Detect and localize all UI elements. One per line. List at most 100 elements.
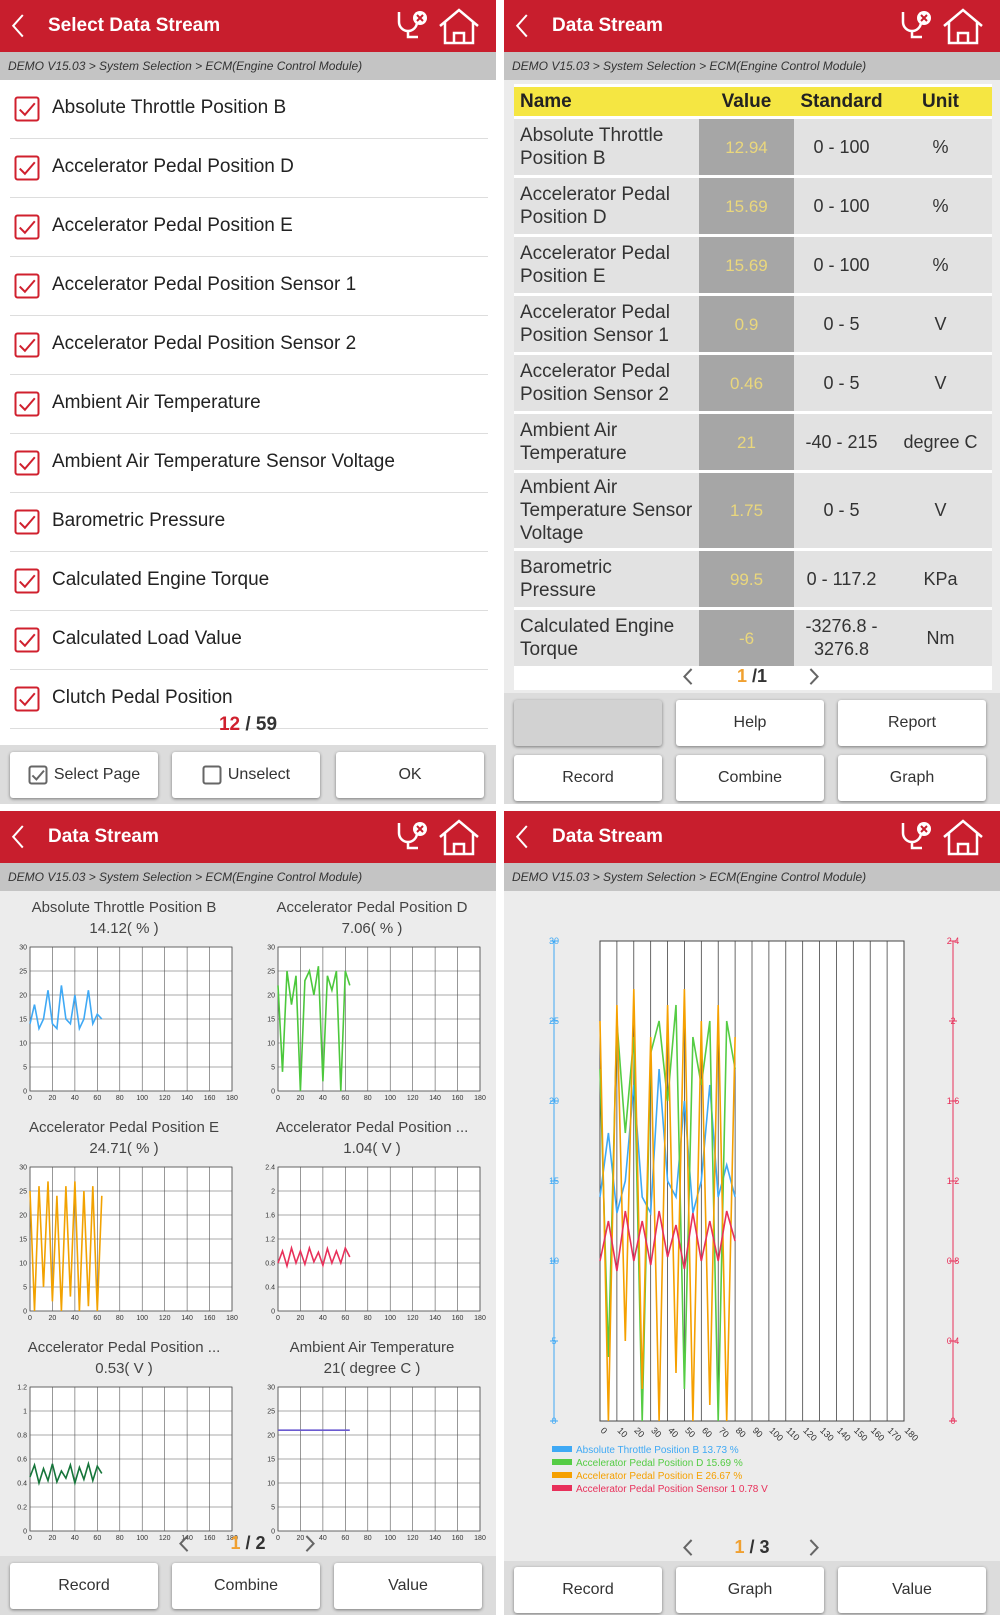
button[interactable]: Combine: [676, 755, 824, 801]
mini-chart: 0 20 40 60 80 100 120 140 160 180 0 5 10 15 20 25 30: [267, 1385, 486, 1543]
column-header: Name: [514, 87, 699, 116]
button[interactable]: OK: [336, 752, 484, 798]
button[interactable]: Help: [676, 700, 824, 746]
checkbox-box: [14, 273, 40, 299]
table-row[interactable]: Ambient Air Temperature Sensor Voltage 1.…: [514, 473, 992, 548]
list-item[interactable]: Calculated Engine Torque: [10, 552, 488, 611]
check-mark: [19, 102, 36, 117]
back-arrow[interactable]: [514, 824, 530, 850]
checkbox-checked[interactable]: [14, 214, 40, 240]
button[interactable]: Record: [10, 1563, 158, 1609]
check-mark: [19, 456, 36, 471]
back-arrow[interactable]: [682, 1538, 694, 1557]
button[interactable]: Value: [334, 1563, 482, 1609]
table-row[interactable]: Barometric Pressure 99.5 0 - 117.2 KPa: [514, 551, 992, 607]
checkbox-checked[interactable]: [14, 627, 40, 653]
list-item[interactable]: Accelerator Pedal Position D: [10, 139, 488, 198]
breadcrumb: DEMO V15.03 > System Selection > ECM(Eng…: [504, 863, 1000, 891]
x-tick-label: 140: [429, 1315, 441, 1322]
list-item[interactable]: Accelerator Pedal Position Sensor 2: [10, 316, 488, 375]
table-row[interactable]: Accelerator Pedal Position Sensor 1 0.9 0 …: [514, 296, 992, 352]
table-row[interactable]: Absolute Throttle Position B 12.94 0 - 100…: [514, 119, 992, 175]
button[interactable]: Select Page: [10, 752, 158, 798]
list-item[interactable]: Accelerator Pedal Position Sensor 1: [10, 257, 488, 316]
x-tick-label: 20: [632, 1425, 646, 1439]
checkbox-checked[interactable]: [14, 568, 40, 594]
blank-button[interactable]: [514, 700, 662, 746]
checkbox[interactable]: [202, 765, 222, 785]
check-mark: [19, 220, 36, 235]
x-tick-label: 180: [474, 1095, 486, 1102]
y2-tick-label: 0.8: [947, 1256, 960, 1266]
button[interactable]: Unselect: [172, 752, 320, 798]
list-item[interactable]: Ambient Air Temperature: [10, 375, 488, 434]
chart-name: Accelerator Pedal Position ...: [27, 1339, 221, 1356]
checkbox-checked[interactable]: [14, 509, 40, 535]
list-item[interactable]: Barometric Pressure: [10, 493, 488, 552]
x-tick-label: 120: [801, 1425, 819, 1443]
back-arrow[interactable]: [10, 13, 26, 39]
table-row[interactable]: Accelerator Pedal Position Sensor 2 0.46 0…: [514, 355, 992, 411]
x-tick-label: 110: [784, 1425, 801, 1442]
header-icons[interactable]: [898, 817, 988, 857]
standard-cell: -3276.8 - 3276.8: [794, 610, 889, 666]
x-tick-label: 0: [276, 1095, 280, 1102]
header-icons[interactable]: [898, 6, 988, 46]
list-item[interactable]: Accelerator Pedal Position E: [10, 198, 488, 257]
standard-cell: 0 - 5: [794, 473, 889, 548]
standard-cell: -40 - 215: [794, 414, 889, 470]
back-arrow[interactable]: [178, 1534, 190, 1553]
checkbox-checked[interactable]: [14, 96, 40, 122]
checkbox-checked[interactable]: [14, 155, 40, 181]
x-tick-label: 150: [852, 1425, 870, 1443]
button[interactable]: Record: [514, 1567, 662, 1613]
page-total: /1: [752, 666, 768, 686]
button[interactable]: Graph: [838, 755, 986, 801]
checkbox-box: [14, 155, 40, 181]
list-item[interactable]: Ambient Air Temperature Sensor Voltage: [10, 434, 488, 493]
x-tick-label: 70: [717, 1425, 731, 1439]
x-tick-label: 0: [276, 1315, 280, 1322]
table-row[interactable]: Accelerator Pedal Position E 15.69 0 - 100…: [514, 237, 992, 293]
back-arrow[interactable]: [10, 824, 26, 850]
button[interactable]: Report: [838, 700, 986, 746]
y-tick-label: 1.2: [265, 1237, 275, 1244]
table-row[interactable]: Accelerator Pedal Position D 15.69 0 - 100…: [514, 178, 992, 234]
checkbox-checked[interactable]: [14, 332, 40, 358]
checkbox-checked[interactable]: [14, 391, 40, 417]
mini-chart: 0 20 40 60 80 100 120 140 160 180 0 5 10 15 20 25 30: [19, 1165, 238, 1323]
back-arrow[interactable]: [682, 667, 694, 686]
table-row[interactable]: Calculated Engine Torque -6 -3276.8 - 3276…: [514, 610, 992, 666]
unit-cell: V: [889, 296, 992, 352]
list-item[interactable]: Absolute Throttle Position B: [10, 80, 488, 139]
item-label: Calculated Engine Torque: [52, 569, 270, 590]
list-item[interactable]: Calculated Load Value: [10, 611, 488, 670]
header-icons[interactable]: [394, 817, 484, 857]
checkbox-checked[interactable]: [14, 686, 40, 712]
button[interactable]: Combine: [172, 1563, 320, 1609]
table-row[interactable]: Ambient Air Temperature 21 -40 - 215 degree…: [514, 414, 992, 470]
value-cell: 21: [699, 414, 794, 470]
checkbox-checked[interactable]: [14, 450, 40, 476]
checkbox-box: [14, 214, 40, 240]
list-item[interactable]: Clutch Pedal Position: [10, 670, 488, 729]
item-label: Accelerator Pedal Position D: [52, 156, 294, 177]
button[interactable]: Graph: [676, 1567, 824, 1613]
button[interactable]: Value: [838, 1567, 986, 1613]
button-label: Unselect: [227, 766, 291, 783]
checkbox-checked[interactable]: [28, 765, 48, 785]
button[interactable]: Record: [514, 755, 662, 801]
header-icons[interactable]: [394, 6, 484, 46]
unit-cell: Nm: [889, 610, 992, 666]
x-tick-label: 0: [28, 1315, 32, 1322]
next-arrow[interactable]: [304, 1534, 316, 1553]
y2-tick-label: 1.6: [947, 1096, 960, 1106]
y-tick-label: 0: [23, 1309, 27, 1316]
next-arrow[interactable]: [808, 667, 820, 686]
next-arrow[interactable]: [808, 1538, 820, 1557]
screen-panel: Data Stream DEMO V15.03 > System Selectio…: [504, 0, 1000, 804]
checkbox-checked[interactable]: [14, 273, 40, 299]
y-tick-label: 20: [19, 993, 27, 1000]
back-arrow[interactable]: [514, 13, 530, 39]
checkbox-box: [14, 686, 40, 712]
